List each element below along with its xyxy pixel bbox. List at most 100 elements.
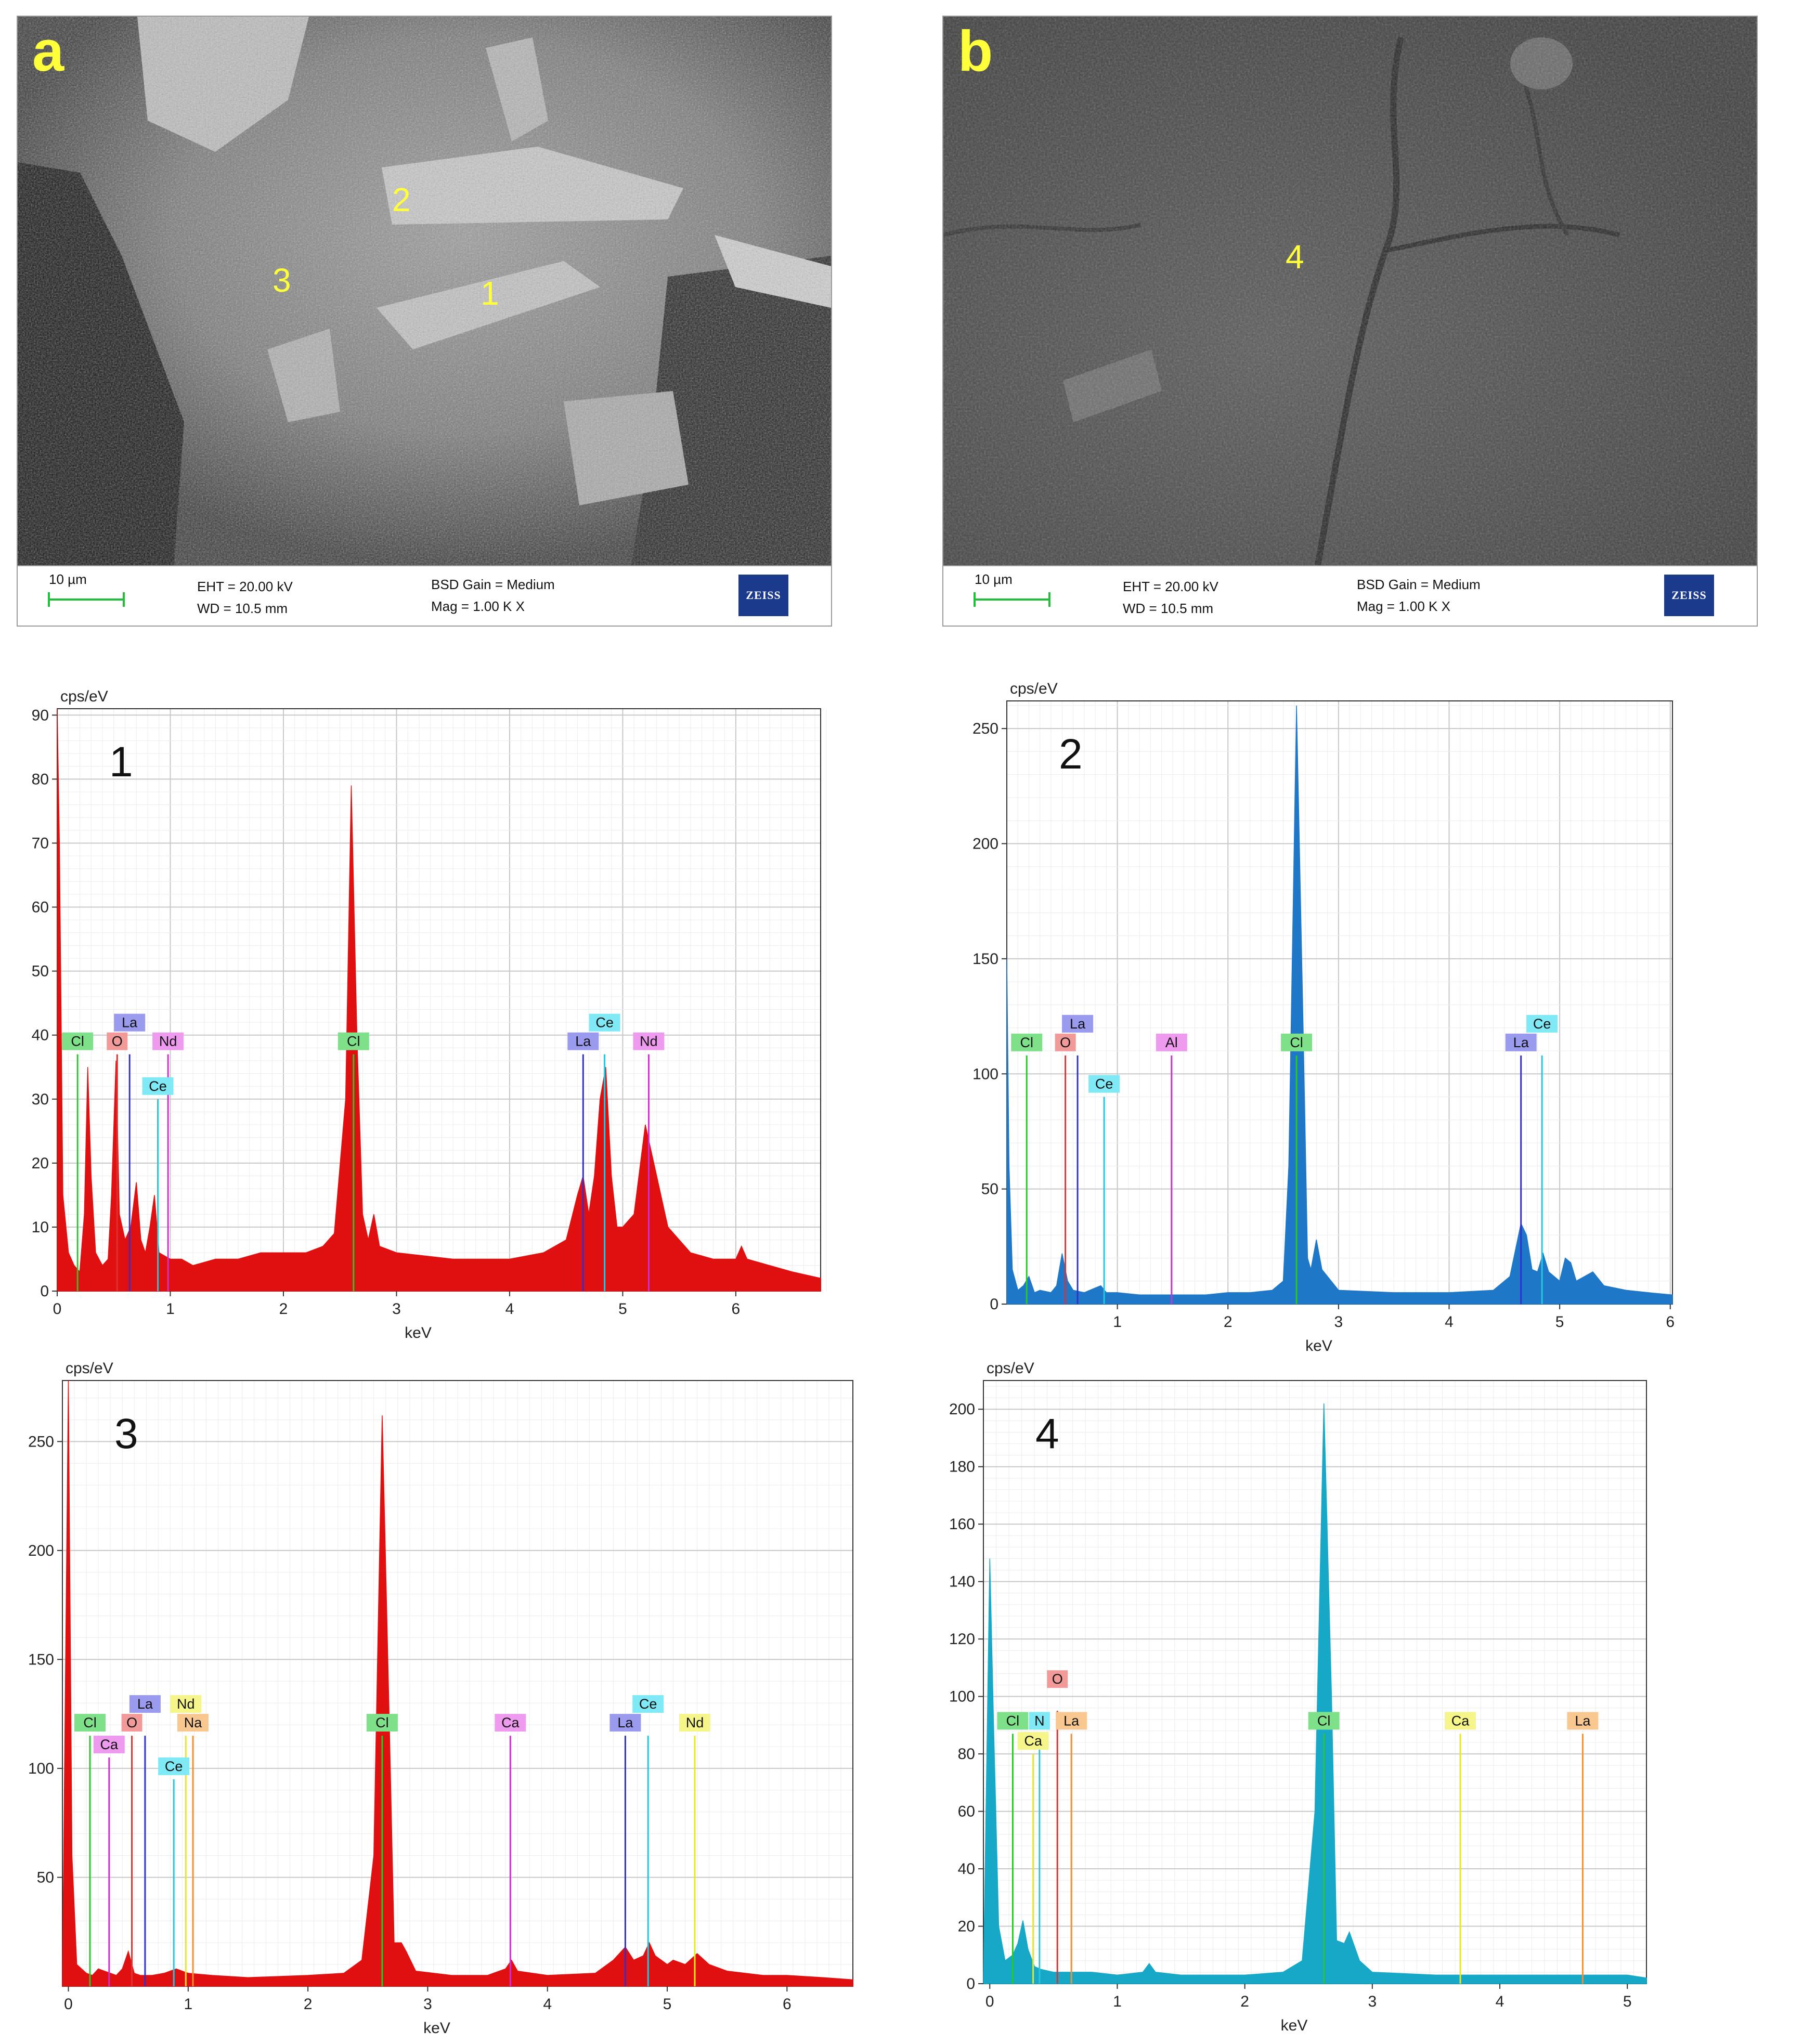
spectrum-number: 2 <box>1059 731 1083 778</box>
element-tag-label: Ce <box>149 1078 167 1094</box>
point-label-4: 4 <box>1286 238 1304 276</box>
x-tick-label: 1 <box>1113 1993 1122 2010</box>
x-tick-label: 3 <box>392 1300 401 1318</box>
y-tick-label: 60 <box>32 899 49 916</box>
y-tick-label: 100 <box>949 1688 975 1705</box>
element-tag <box>1017 1732 1049 1750</box>
x-tick-label: 3 <box>1334 1313 1343 1331</box>
element-tag <box>62 1032 94 1050</box>
element-tag-label: Cl <box>1317 1713 1331 1728</box>
y-axis-label: cps/eV <box>60 688 108 705</box>
element-tag <box>158 1757 190 1775</box>
element-tag-label: Na <box>184 1715 202 1730</box>
y-tick-label: 160 <box>949 1516 975 1533</box>
element-tag-label: O <box>1052 1671 1063 1687</box>
element-tag-label: Nd <box>159 1034 177 1049</box>
spectrum-area <box>62 1380 853 1987</box>
x-tick-label: 6 <box>1666 1313 1675 1331</box>
element-tag <box>1308 1712 1340 1730</box>
y-tick-label: 80 <box>32 771 49 788</box>
eds-spectrum-4: Cl Ca N O La Cl Ca La 0 1 2 3 4 5 0 20 40 60 80 100 120 140 16… <box>949 1360 1647 2034</box>
sem-panel-b: b 4 10 µm EHT = 20.00 kV WD = 10.5 mm BS… <box>942 16 1758 627</box>
y-axis-label: cps/eV <box>66 1360 113 1377</box>
point-label-2: 2 <box>392 181 411 218</box>
element-tag <box>632 1695 664 1713</box>
zeiss-logo: ZEISS <box>1664 575 1714 616</box>
y-tick-label: 20 <box>958 1918 975 1935</box>
bsd-value: BSD Gain = Medium <box>431 577 555 592</box>
element-tag-label: Nd <box>640 1034 658 1049</box>
sem-info-bar: 10 µm EHT = 20.00 kV WD = 10.5 mm BSD Ga… <box>943 565 1757 626</box>
element-tag <box>1029 1712 1050 1730</box>
spectrum-number: 4 <box>1035 1410 1059 1457</box>
element-tag-label: La <box>1070 1016 1086 1032</box>
element-tag-label: Cl <box>71 1034 84 1049</box>
y-tick-label: 200 <box>28 1542 54 1559</box>
element-tag-label: Ce <box>1533 1016 1551 1032</box>
element-tag-label: Ca <box>1451 1713 1470 1728</box>
x-tick-label: 5 <box>1623 1993 1632 2010</box>
y-tick-label: 250 <box>28 1433 54 1450</box>
element-tag-label: La <box>1063 1713 1080 1728</box>
spectrum-number: 3 <box>114 1410 138 1457</box>
mag-value: Mag = 1.00 K X <box>431 598 525 614</box>
element-tag-label: Ce <box>595 1015 614 1031</box>
element-tag-label: Nd <box>686 1715 704 1730</box>
sem-info-bar: 10 µm EHT = 20.00 kV WD = 10.5 mm BSD Ga… <box>18 565 831 626</box>
element-tag-label: La <box>122 1015 138 1031</box>
x-tick-label: 6 <box>783 1996 792 2013</box>
element-tag <box>567 1032 599 1050</box>
eht-value: EHT = 20.00 kV <box>197 579 293 594</box>
x-tick-label: 3 <box>423 1996 432 2013</box>
y-tick-label: 150 <box>972 951 998 968</box>
element-tag-label: Nd <box>177 1696 195 1712</box>
sem-micrograph-b <box>943 17 1757 565</box>
sem-image-frame: b 4 10 µm EHT = 20.00 kV WD = 10.5 mm BS… <box>942 16 1758 627</box>
y-tick-label: 60 <box>958 1803 975 1820</box>
element-tag <box>177 1714 209 1732</box>
element-tag <box>1047 1670 1068 1688</box>
element-tag <box>1526 1014 1558 1033</box>
panel-letter-a: a <box>32 19 64 83</box>
x-tick-label: 2 <box>1240 1993 1249 2010</box>
panel-letter-b: b <box>958 19 993 83</box>
y-tick-label: 200 <box>972 836 998 853</box>
y-tick-label: 180 <box>949 1459 975 1476</box>
element-tag-label: O <box>126 1715 137 1730</box>
element-tag <box>1011 1033 1043 1051</box>
x-tick-label: 5 <box>663 1996 672 2013</box>
scale-bar <box>48 592 125 607</box>
element-tag-label: Ce <box>1095 1076 1113 1092</box>
x-tick-label: 1 <box>1113 1313 1122 1331</box>
x-tick-label: 4 <box>1445 1313 1454 1331</box>
y-tick-label: 0 <box>966 1975 975 1993</box>
y-tick-label: 50 <box>37 1869 54 1886</box>
grid <box>62 1381 853 1987</box>
element-tag-label: La <box>1575 1713 1591 1728</box>
element-tag <box>1056 1712 1087 1730</box>
element-tag <box>142 1077 174 1095</box>
element-tag <box>1062 1014 1094 1033</box>
element-tag-label: La <box>575 1034 591 1049</box>
sem-image-frame: a 1 2 3 10 µm EHT = 20.00 kV WD = 10.5 m… <box>17 16 832 627</box>
sem-panel-a: a 1 2 3 10 µm EHT = 20.00 kV WD = 10.5 m… <box>17 16 832 627</box>
y-tick-label: 0 <box>40 1283 49 1300</box>
x-tick-label: 1 <box>166 1300 175 1318</box>
x-tick-label: 3 <box>1368 1993 1377 2010</box>
element-tag <box>1088 1075 1120 1093</box>
element-tag <box>495 1714 526 1732</box>
x-tick-label: 5 <box>618 1300 627 1318</box>
element-tag-label: La <box>617 1715 633 1730</box>
y-tick-label: 120 <box>949 1631 975 1648</box>
element-tag <box>609 1714 641 1732</box>
point-label-1: 1 <box>481 275 499 312</box>
y-tick-label: 100 <box>972 1065 998 1083</box>
grid <box>57 709 827 1292</box>
element-tag <box>679 1714 710 1732</box>
element-tag-label: Cl <box>375 1715 389 1730</box>
y-tick-label: 250 <box>972 720 998 737</box>
element-tag <box>1505 1033 1537 1051</box>
element-tag-label: Cl <box>1020 1035 1034 1050</box>
element-tag <box>152 1032 184 1050</box>
